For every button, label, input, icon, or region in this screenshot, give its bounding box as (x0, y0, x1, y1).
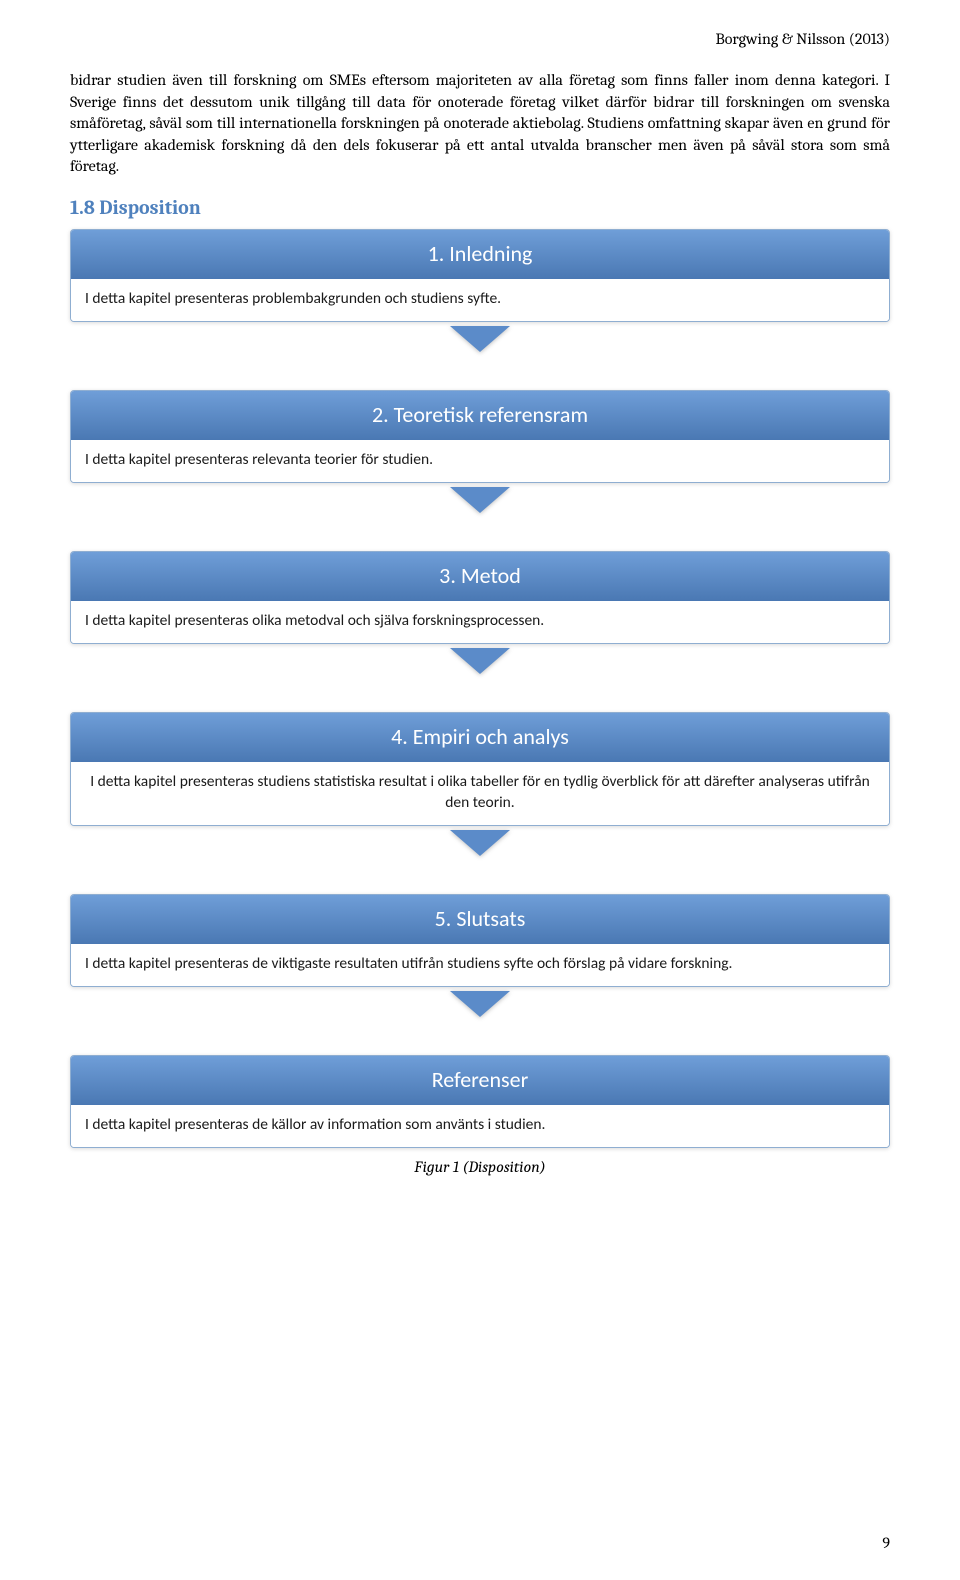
flow-step-description: I detta kapitel presenteras olika metodv… (71, 601, 889, 643)
flow-step-title: 1. Inledning (71, 230, 889, 279)
flow-step-description: I detta kapitel presenteras de viktigast… (71, 944, 889, 986)
flow-step: 1. InledningI detta kapitel presenteras … (70, 229, 890, 322)
flow-arrow-icon (450, 830, 510, 856)
flow-step-description: I detta kapitel presenteras studiens sta… (71, 762, 889, 824)
flow-step-title: 4. Empiri och analys (71, 713, 889, 762)
flow-step: 2. Teoretisk referensramI detta kapitel … (70, 390, 890, 483)
flow-step: 5. SlutsatsI detta kapitel presenteras d… (70, 894, 890, 987)
flow-step-description: I detta kapitel presenteras relevanta te… (71, 440, 889, 482)
flow-step-title: Referenser (71, 1056, 889, 1105)
flow-step: ReferenserI detta kapitel presenteras de… (70, 1055, 890, 1148)
flow-step-description: I detta kapitel presenteras de källor av… (71, 1105, 889, 1147)
flow-arrow-icon (450, 648, 510, 674)
disposition-flowchart: 1. InledningI detta kapitel presenteras … (70, 229, 890, 1148)
page-number: 9 (882, 1534, 890, 1552)
flow-arrow-icon (450, 991, 510, 1017)
flow-step-description: I detta kapitel presenteras problembakgr… (71, 279, 889, 321)
flow-arrow-icon (450, 326, 510, 352)
header-citation: Borgwing & Nilsson (2013) (70, 30, 890, 48)
flow-step-title: 2. Teoretisk referensram (71, 391, 889, 440)
flow-step-title: 3. Metod (71, 552, 889, 601)
body-paragraph: bidrar studien även till forskning om SM… (70, 70, 890, 178)
flow-step: 4. Empiri och analysI detta kapitel pres… (70, 712, 890, 825)
flow-arrow-icon (450, 487, 510, 513)
section-heading: 1.8 Disposition (70, 196, 890, 219)
figure-caption: Figur 1 (Disposition) (70, 1158, 890, 1176)
flow-step: 3. MetodI detta kapitel presenteras olik… (70, 551, 890, 644)
flow-step-title: 5. Slutsats (71, 895, 889, 944)
